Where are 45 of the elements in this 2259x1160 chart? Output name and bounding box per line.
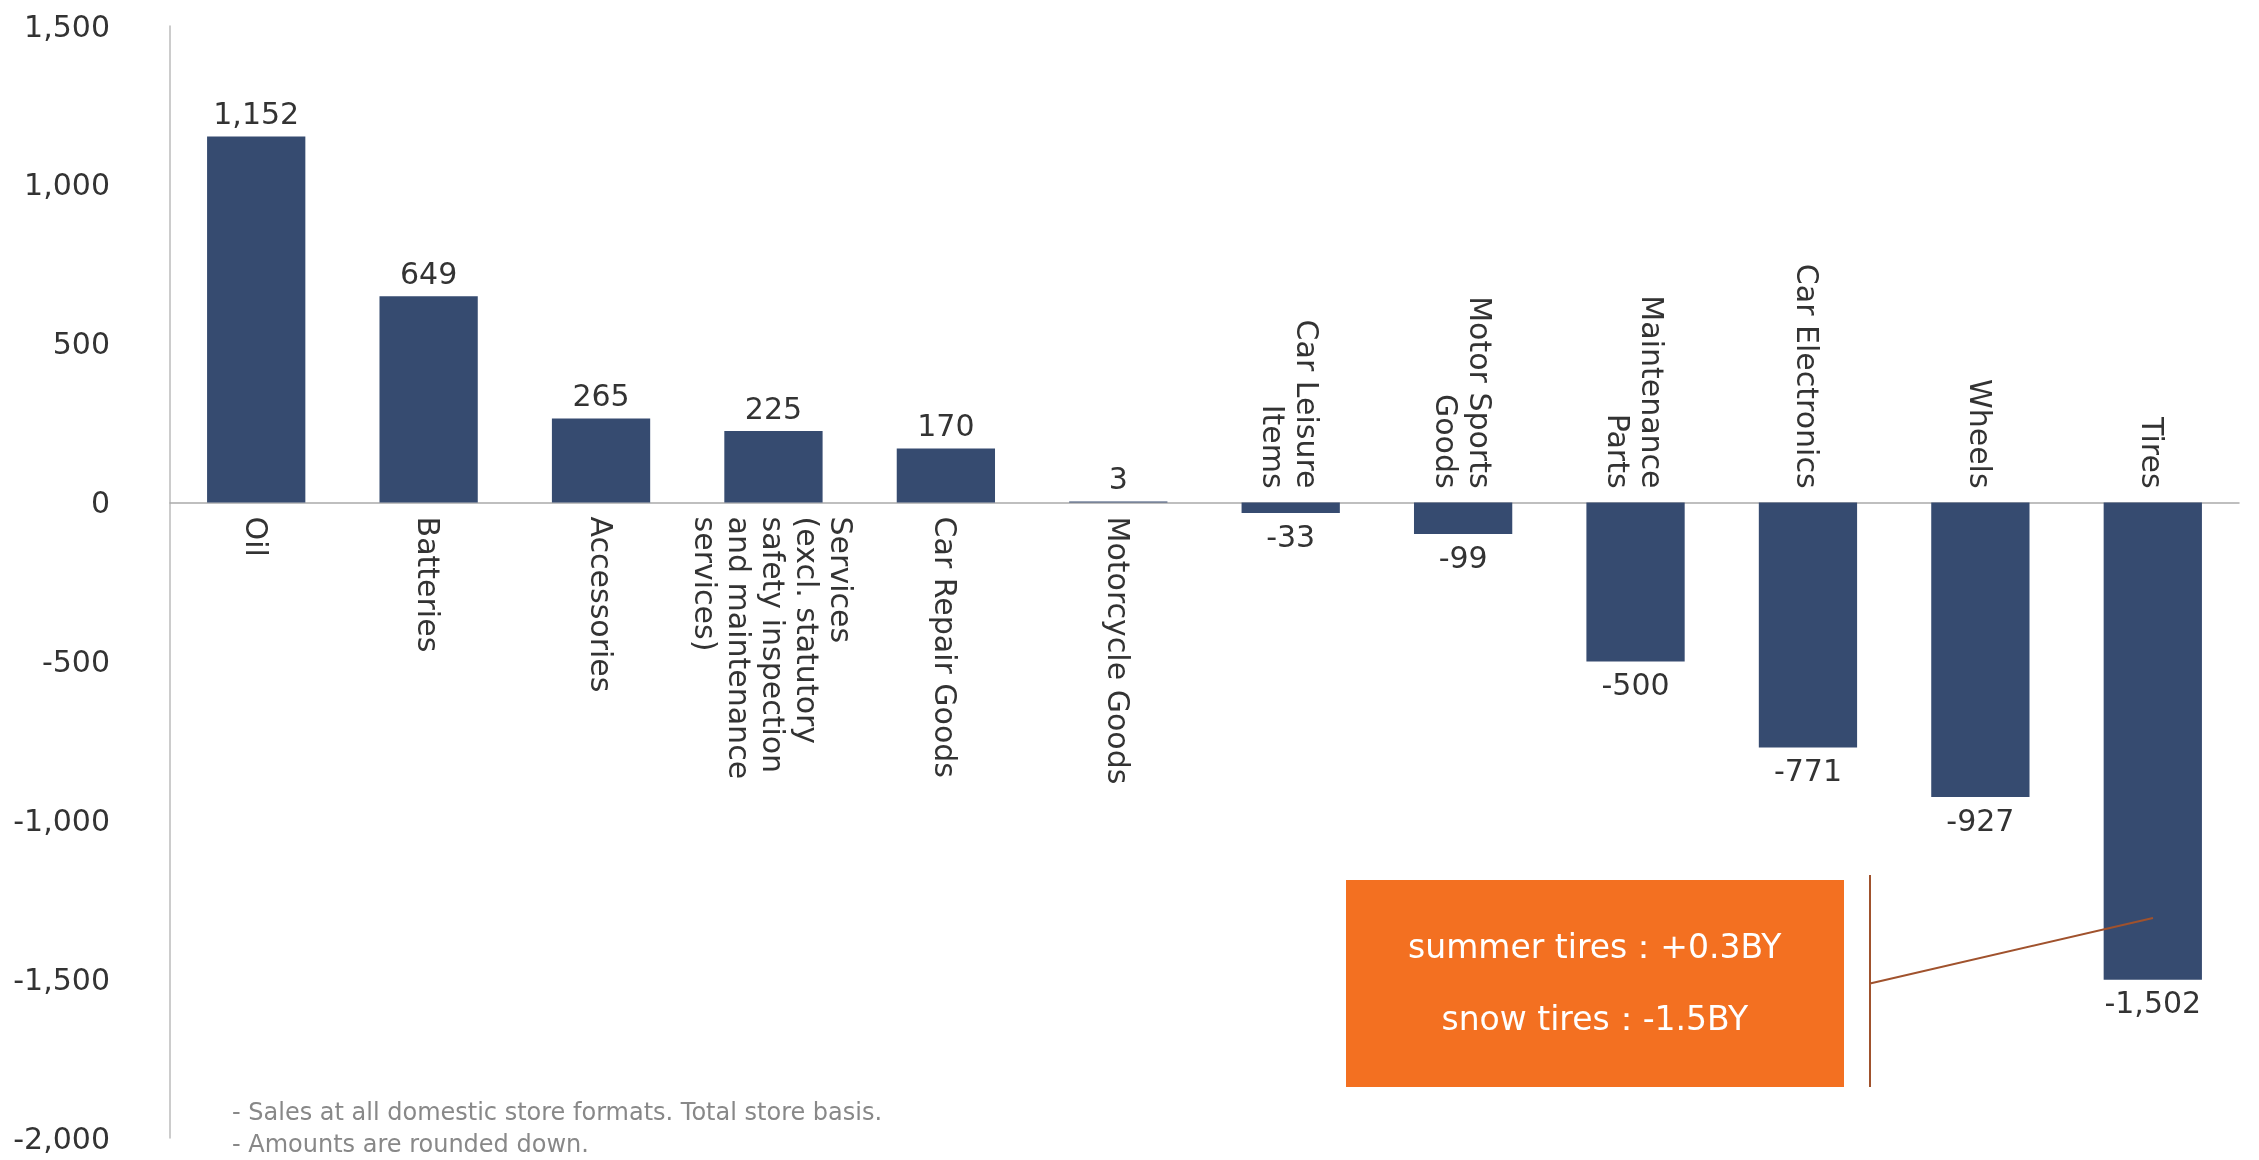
y-tick-label: 1,000	[24, 167, 110, 203]
y-tick-label: 1,500	[24, 8, 110, 44]
data-label: -927	[1946, 802, 2015, 838]
x-tick-label: Car Repair Goods	[928, 516, 964, 778]
x-tick-label: Maintenance Parts	[1601, 295, 1671, 489]
data-label: 1,152	[213, 96, 300, 132]
data-label: -1,502	[2104, 985, 2202, 1021]
annotation: - Amounts are rounded down.	[232, 1130, 589, 1158]
bar	[551, 418, 651, 503]
y-tick-label: -1,500	[13, 961, 110, 997]
data-label: 3	[1108, 461, 1128, 497]
data-label: -500	[1601, 666, 1670, 702]
data-label: 225	[744, 390, 803, 426]
data-label: -33	[1266, 518, 1316, 554]
bar	[1241, 502, 1340, 514]
x-tick-label: Motorcycle Goods	[1100, 516, 1136, 785]
bar	[379, 296, 478, 503]
y-tick-label: 0	[90, 485, 110, 521]
x-tick-label: Services (excl. statutory safety inspection and maintenance services)	[687, 516, 859, 780]
data-label: -771	[1773, 753, 1843, 789]
annotation: - Sales at all domestic store formats. Total store basis.	[232, 1098, 883, 1126]
x-tick-label: Wheels	[1962, 379, 1998, 489]
x-tick-label: Motor Sports Goods	[1428, 296, 1498, 489]
bar	[1413, 502, 1513, 535]
bar	[1758, 502, 1858, 748]
x-tick-label: Car Leisure Items	[1256, 319, 1326, 489]
y-tick-label: 500	[52, 326, 110, 362]
x-tick-label: Accessories	[583, 516, 619, 693]
data-label: 649	[399, 255, 458, 291]
data-label: 265	[572, 377, 630, 413]
y-tick-label: -500	[41, 643, 110, 679]
bar	[207, 136, 306, 503]
x-tick-label: Oil	[238, 516, 274, 557]
y-tick-label: -2,000	[13, 1120, 110, 1156]
bar	[1586, 502, 1685, 662]
bar	[1931, 502, 2030, 798]
x-tick-label: Tires	[2135, 416, 2171, 489]
bar	[724, 431, 823, 503]
x-tick-label: Batteries	[411, 516, 447, 653]
bar	[896, 448, 996, 503]
y-tick-label: -1,000	[13, 802, 110, 838]
bar	[2103, 502, 2202, 980]
data-label: 170	[917, 408, 975, 444]
x-tick-label: Car Electronics	[1790, 263, 1826, 489]
data-label: -99	[1438, 539, 1488, 575]
